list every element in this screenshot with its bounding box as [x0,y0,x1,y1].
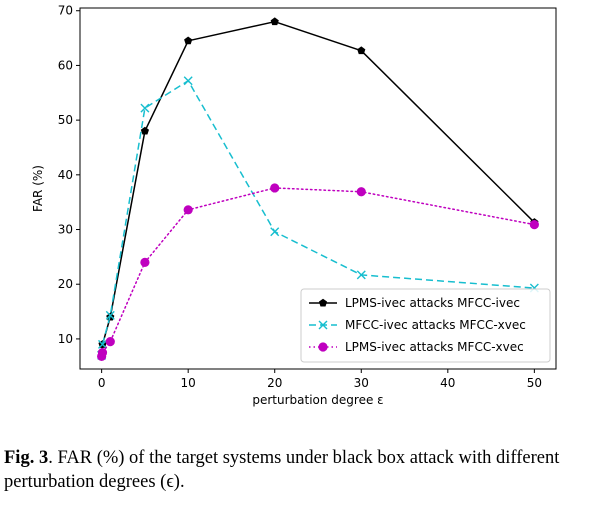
legend-label: MFCC-ivec attacks MFCC-xvec [345,318,526,332]
data-point [270,17,279,26]
y-tick-label: 30 [58,223,73,237]
chart: 0 10 20 30 40 50 10 20 30 40 50 60 70 perturbation … [31,4,557,407]
caption-text: . FAR (%) of the target systems under bl… [4,448,560,492]
x-tick-label: 40 [440,376,455,390]
plot-area-border [79,7,557,370]
data-point [270,227,280,237]
x-tick-label: 20 [267,376,282,390]
y-axis-label: FAR (%) [31,165,45,212]
x-axis-ticks: 0 10 20 30 40 50 [98,369,542,390]
y-tick-label: 10 [58,332,73,346]
y-tick-label: 40 [58,168,73,182]
legend-box [300,288,551,363]
x-tick-label: 50 [527,376,542,390]
series-layer [97,17,539,362]
y-tick-label: 20 [58,277,73,291]
series-line [100,80,535,356]
legend: LPMS-ivec attacks MFCC-ivec MFCC-ivec att… [300,288,551,363]
legend-label: LPMS-ivec attacks MFCC-xvec [345,340,524,354]
data-point [357,46,366,55]
y-tick-label: 50 [58,113,73,127]
caption-label: Fig. 3 [4,448,49,468]
data-point [183,76,193,86]
legend-entry: MFCC-ivec attacks MFCC-xvec [309,318,526,332]
legend-marker [318,320,328,330]
data-point [529,220,539,230]
data-point [97,347,108,358]
y-tick-label: 70 [58,4,73,18]
x-tick-label: 0 [98,376,106,390]
legend-marker [318,342,328,352]
legend-entry: LPMS-ivec attacks MFCC-ivec [309,296,520,310]
x-tick-label: 10 [181,376,196,390]
y-axis-ticks: 10 20 30 40 50 60 70 [58,4,80,346]
data-point [356,187,366,197]
data-point [184,36,193,45]
data-point [356,270,366,280]
data-point [105,337,115,347]
series-3 [97,183,539,362]
legend-label: LPMS-ivec attacks MFCC-ivec [345,296,520,310]
data-point [140,257,150,267]
data-point [270,183,280,193]
y-tick-label: 60 [58,58,73,72]
legend-marker [318,298,328,307]
data-point [98,339,107,349]
data-point [140,126,149,135]
data-point [183,205,193,215]
x-axis-label: perturbation degree ε [252,393,383,407]
data-point [105,310,115,320]
figure-caption: Fig. 3. FAR (%) of the target systems un… [4,446,598,494]
x-tick-label: 30 [354,376,369,390]
legend-entry: LPMS-ivec attacks MFCC-xvec [309,340,524,354]
data-point [140,103,150,113]
axes-frame [79,7,557,370]
